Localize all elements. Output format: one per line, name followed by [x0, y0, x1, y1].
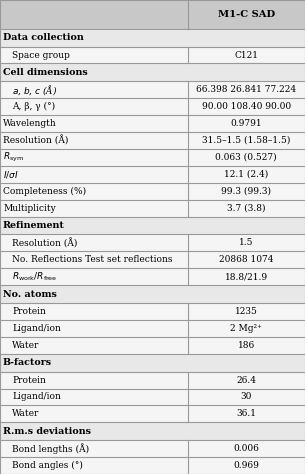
Text: 186: 186: [238, 341, 255, 350]
Text: No. Reflections Test set reflections: No. Reflections Test set reflections: [12, 255, 173, 264]
Text: 12.1 (2.4): 12.1 (2.4): [224, 170, 268, 179]
Bar: [0, 81, 305, 98]
Bar: [0, 457, 305, 474]
Text: $R_\mathrm{work}/R_\mathrm{free}$: $R_\mathrm{work}/R_\mathrm{free}$: [12, 271, 57, 283]
Text: Space group: Space group: [12, 51, 70, 60]
Text: 26.4: 26.4: [236, 375, 256, 384]
Text: Data collection: Data collection: [3, 33, 84, 42]
Bar: [0, 405, 305, 422]
Text: 1.5: 1.5: [239, 238, 253, 247]
Text: C121: C121: [234, 51, 258, 60]
Text: 18.8/21.9: 18.8/21.9: [225, 272, 268, 281]
Bar: [0, 149, 305, 166]
Text: Α, β, γ (°): Α, β, γ (°): [12, 102, 55, 111]
Text: 31.5–1.5 (1.58–1.5): 31.5–1.5 (1.58–1.5): [202, 136, 290, 145]
Text: Water: Water: [12, 341, 39, 350]
Text: $I/\sigma I$: $I/\sigma I$: [3, 169, 19, 180]
Text: Ligand/ion: Ligand/ion: [12, 324, 61, 333]
Text: $R_\mathrm{sym}$: $R_\mathrm{sym}$: [3, 151, 24, 164]
Text: Wavelength: Wavelength: [3, 119, 57, 128]
Bar: [0, 320, 305, 337]
Text: Resolution (Å): Resolution (Å): [3, 136, 68, 146]
Text: Multiplicity: Multiplicity: [3, 204, 56, 213]
Text: Ligand/ion: Ligand/ion: [12, 392, 61, 401]
Text: 0.969: 0.969: [233, 461, 259, 470]
Bar: [0, 132, 305, 149]
Text: $a$, $b$, $c$ (Å): $a$, $b$, $c$ (Å): [12, 83, 58, 97]
Text: 1235: 1235: [235, 307, 258, 316]
Bar: [0, 29, 305, 46]
Text: M1-C SAD: M1-C SAD: [218, 10, 275, 19]
Text: B-factors: B-factors: [3, 358, 52, 367]
Bar: [0, 440, 305, 457]
Text: 66.398 26.841 77.224: 66.398 26.841 77.224: [196, 85, 296, 94]
Text: Protein: Protein: [12, 307, 46, 316]
Text: 3.7 (3.8): 3.7 (3.8): [227, 204, 266, 213]
Bar: [0, 98, 305, 115]
Bar: [0, 389, 305, 405]
Text: Protein: Protein: [12, 375, 46, 384]
Bar: [0, 235, 305, 251]
Bar: [0, 183, 305, 200]
Text: Refinement: Refinement: [3, 221, 65, 230]
Bar: [0, 268, 305, 285]
Bar: [0, 372, 305, 389]
Bar: [0, 303, 305, 320]
Bar: [0, 0, 305, 29]
Text: 90.00 108.40 90.00: 90.00 108.40 90.00: [202, 102, 291, 111]
Text: 20868 1074: 20868 1074: [219, 255, 274, 264]
Text: Cell dimensions: Cell dimensions: [3, 68, 88, 77]
Text: 2 Mg²⁺: 2 Mg²⁺: [230, 324, 262, 333]
Text: Bond lengths (Å): Bond lengths (Å): [12, 443, 89, 454]
Text: 0.006: 0.006: [233, 444, 259, 453]
Text: R.m.s deviations: R.m.s deviations: [3, 427, 91, 436]
Bar: [0, 251, 305, 268]
Text: Completeness (%): Completeness (%): [3, 187, 86, 196]
Bar: [0, 217, 305, 235]
Text: No. atoms: No. atoms: [3, 290, 57, 299]
Bar: [0, 64, 305, 81]
Text: Water: Water: [12, 410, 39, 419]
Text: Resolution (Å): Resolution (Å): [12, 238, 77, 248]
Text: Bond angles (°): Bond angles (°): [12, 461, 83, 470]
Text: 99.3 (99.3): 99.3 (99.3): [221, 187, 271, 196]
Bar: [0, 200, 305, 217]
Bar: [0, 285, 305, 303]
Text: 30: 30: [241, 392, 252, 401]
Text: 0.9791: 0.9791: [231, 119, 262, 128]
Bar: [0, 46, 305, 64]
Bar: [0, 337, 305, 354]
Bar: [0, 166, 305, 183]
Text: 36.1: 36.1: [236, 410, 256, 419]
Bar: [0, 354, 305, 372]
Bar: [0, 115, 305, 132]
Text: 0.063 (0.527): 0.063 (0.527): [215, 153, 277, 162]
Bar: [0, 422, 305, 440]
